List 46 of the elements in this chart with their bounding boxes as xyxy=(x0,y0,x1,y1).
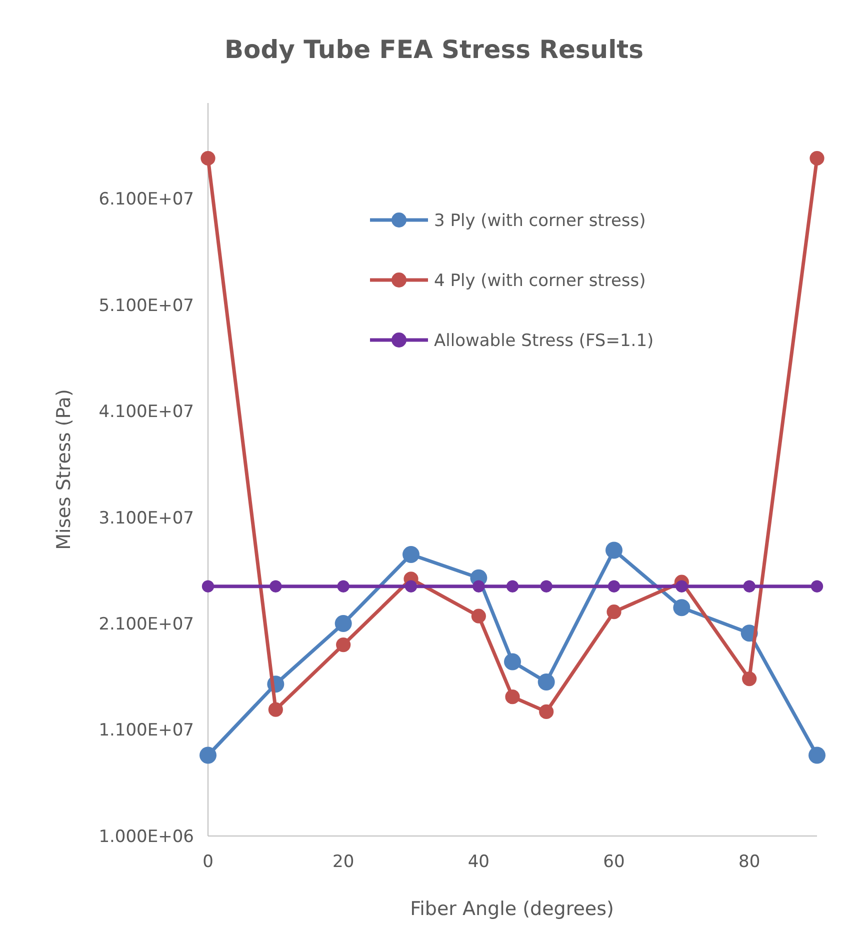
point xyxy=(608,580,620,592)
x-tick-label: 20 xyxy=(332,852,354,872)
point xyxy=(538,673,555,690)
y-tick-label: 6.100E+07 xyxy=(98,190,194,210)
point xyxy=(334,615,352,632)
point xyxy=(200,150,216,166)
point xyxy=(404,580,418,592)
point xyxy=(268,702,283,717)
x-tick-label: 60 xyxy=(603,852,625,872)
point xyxy=(202,580,214,592)
point xyxy=(471,608,486,624)
point xyxy=(472,580,485,592)
point xyxy=(606,542,622,559)
point xyxy=(505,690,520,704)
x-tick-label: 40 xyxy=(468,852,490,872)
y-tick-label: 2.100E+07 xyxy=(98,614,194,634)
point xyxy=(402,546,420,563)
point xyxy=(673,599,690,616)
x-axis-title: Fiber Angle (degrees) xyxy=(410,898,614,920)
point xyxy=(676,580,688,592)
chart-title: Body Tube FEA Stress Results xyxy=(224,35,644,64)
y-tick-label: 5.100E+07 xyxy=(98,296,194,316)
point xyxy=(336,637,351,652)
point xyxy=(808,746,826,764)
y-axis-title: Mises Stress (Pa) xyxy=(53,389,75,550)
point xyxy=(506,580,519,592)
point xyxy=(742,671,757,686)
point xyxy=(270,580,282,592)
point xyxy=(540,580,552,592)
x-tick-label: 80 xyxy=(738,852,760,872)
legend-label: 3 Ply (with corner stress) xyxy=(434,210,646,231)
point xyxy=(337,580,350,592)
point xyxy=(810,150,824,166)
y-tick-label: 3.100E+07 xyxy=(98,508,194,528)
legend-label: Allowable Stress (FS=1.1) xyxy=(434,330,654,351)
legend-label: 4 Ply (with corner stress) xyxy=(434,270,646,291)
point xyxy=(200,746,216,764)
point xyxy=(606,604,622,620)
y-tick-label: 1.000E+06 xyxy=(98,826,194,847)
y-tick-label: 1.100E+07 xyxy=(98,720,194,741)
point xyxy=(743,580,756,592)
x-tick-label: 0 xyxy=(202,852,214,872)
point xyxy=(539,704,554,720)
y-tick-label: 4.100E+07 xyxy=(98,402,194,422)
point xyxy=(504,653,521,670)
point xyxy=(810,580,824,592)
